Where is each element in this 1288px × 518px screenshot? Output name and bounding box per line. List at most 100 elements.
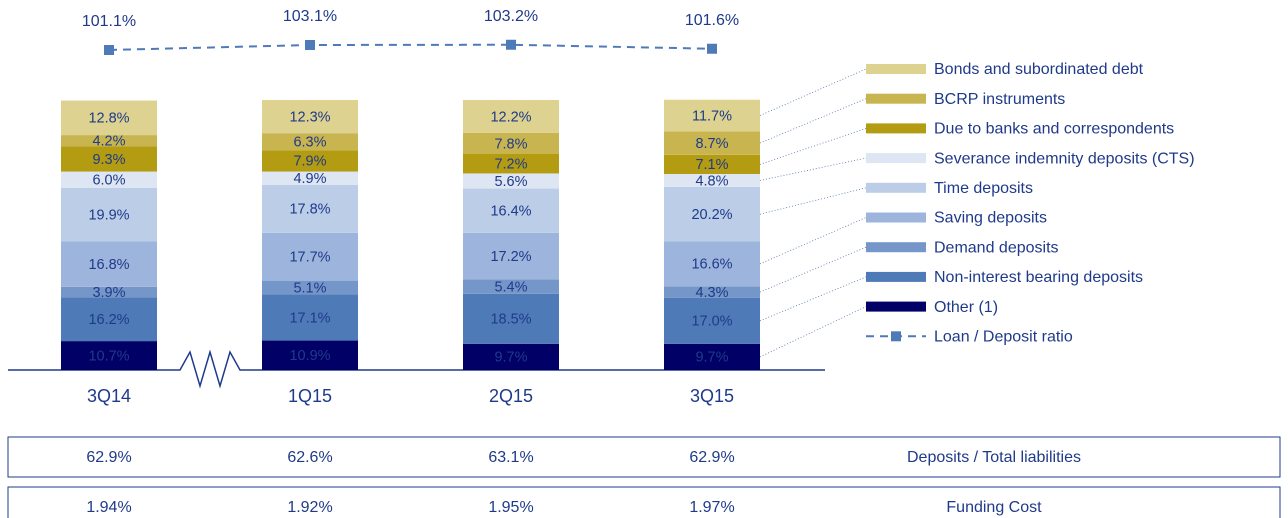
legend-swatch xyxy=(891,331,901,342)
legend-swatch xyxy=(866,301,926,312)
data-label: 4.9% xyxy=(293,171,326,187)
bar-segment xyxy=(664,154,760,174)
data-label: 5.6% xyxy=(494,174,527,190)
leader-line xyxy=(759,187,867,215)
bar-segment xyxy=(463,173,559,189)
bar-segment xyxy=(463,293,559,344)
data-label: 16.6% xyxy=(691,257,732,273)
data-label: 9.3% xyxy=(92,152,125,168)
bar-segment xyxy=(664,297,760,344)
bar-segment xyxy=(463,279,559,294)
legend-swatch xyxy=(866,93,926,104)
legend-swatch xyxy=(866,153,926,164)
bar-segment xyxy=(664,173,760,187)
bar-segment xyxy=(463,232,559,280)
bar-segment xyxy=(61,187,157,242)
leader-line xyxy=(759,128,867,165)
data-label: 4.3% xyxy=(695,285,728,301)
data-label: 4.8% xyxy=(695,173,728,189)
data-label: 6.3% xyxy=(293,135,326,151)
data-label: 7.8% xyxy=(494,136,527,152)
bar-segment xyxy=(664,186,760,242)
table-cell: 62.6% xyxy=(287,449,332,466)
legend-label: Non-interest bearing deposits xyxy=(934,269,1143,286)
leader-line xyxy=(759,276,867,322)
legend-swatch xyxy=(866,182,926,193)
table-cell: 63.1% xyxy=(488,449,533,466)
data-label: 9.7% xyxy=(695,350,728,366)
table-cell: 62.9% xyxy=(86,449,131,466)
legend-label: Severance indemnity deposits (CTS) xyxy=(934,150,1195,167)
legend-swatch xyxy=(866,212,926,223)
data-label: 103.2% xyxy=(484,8,538,25)
bar-segment xyxy=(61,146,157,172)
x-tick-label: 1Q15 xyxy=(288,386,332,406)
data-label: 3.9% xyxy=(92,285,125,301)
bar-segment xyxy=(61,100,157,136)
bar-segment xyxy=(463,154,559,174)
table-cell: 1.95% xyxy=(488,499,533,516)
table-row-label: Deposits / Total liabilities xyxy=(907,449,1081,466)
legend-label: Bonds and subordinated debt xyxy=(934,61,1144,78)
leader-line xyxy=(759,217,867,265)
bar-segment xyxy=(262,294,358,341)
table-row-box xyxy=(7,436,1281,478)
bar-segment xyxy=(262,232,358,281)
bar-segment xyxy=(61,241,157,287)
bar-segment xyxy=(61,286,157,298)
bar-segment xyxy=(664,343,760,370)
data-label: 4.2% xyxy=(92,134,125,150)
bar-segment xyxy=(262,171,358,185)
data-label: 20.2% xyxy=(691,207,732,223)
data-label: 8.7% xyxy=(695,136,728,152)
bar-segment xyxy=(61,297,157,342)
legend-label: Saving deposits xyxy=(934,210,1047,227)
bar-segment xyxy=(262,280,358,295)
data-label: 11.7% xyxy=(692,108,732,124)
data-label: 9.7% xyxy=(494,350,527,366)
legend-swatch xyxy=(866,271,926,282)
legend-swatch xyxy=(866,123,926,134)
data-label: 5.1% xyxy=(293,280,326,296)
data-label: 101.1% xyxy=(82,13,136,30)
data-label: 16.4% xyxy=(490,204,531,220)
data-label: 10.9% xyxy=(289,348,330,364)
bar-segment xyxy=(664,131,760,155)
leader-line xyxy=(759,157,867,181)
data-label: 10.7% xyxy=(88,348,129,364)
data-label: 17.2% xyxy=(490,249,531,265)
line-marker xyxy=(104,45,114,55)
data-label: 17.7% xyxy=(289,250,330,266)
bar-segment xyxy=(664,286,760,298)
bar-segment xyxy=(664,99,760,132)
data-label: 12.8% xyxy=(88,111,129,127)
bar-segment xyxy=(61,135,157,147)
line-marker xyxy=(707,43,717,54)
bar-segment xyxy=(61,341,157,370)
bar-segment xyxy=(463,132,559,154)
data-label: 7.2% xyxy=(494,157,527,173)
data-label: 18.5% xyxy=(490,312,531,328)
leader-line xyxy=(759,306,867,358)
data-label: 12.2% xyxy=(490,109,531,125)
line-marker xyxy=(506,39,516,50)
data-label: 16.2% xyxy=(88,312,129,328)
bar-segment xyxy=(262,133,358,151)
legend-label: Due to banks and correspondents xyxy=(934,121,1174,138)
bar-segment xyxy=(262,150,358,172)
data-label: 19.9% xyxy=(88,207,129,223)
data-label: 17.1% xyxy=(289,310,330,326)
bar-segment xyxy=(664,241,760,287)
bar-segment xyxy=(463,188,559,233)
data-label: 7.1% xyxy=(695,157,728,173)
x-tick-label: 3Q14 xyxy=(87,386,131,406)
bar-segment xyxy=(262,100,358,134)
bar-segment xyxy=(262,340,358,370)
line-marker xyxy=(305,40,315,50)
table-cell: 1.94% xyxy=(86,499,131,516)
legend-label: Time deposits xyxy=(934,180,1033,197)
data-label: 6.0% xyxy=(92,172,125,188)
bar-segment xyxy=(463,100,559,133)
data-label: 17.8% xyxy=(289,202,330,218)
